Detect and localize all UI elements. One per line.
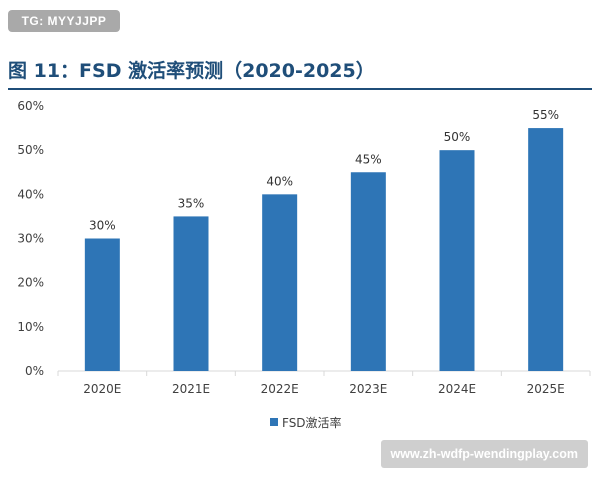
y-tick-label: 10%	[17, 320, 44, 334]
bar	[262, 194, 298, 371]
x-tick-label: 2022E	[261, 382, 299, 396]
y-tick-label: 0%	[25, 364, 44, 378]
data-label: 55%	[532, 108, 559, 122]
legend-swatch	[270, 418, 278, 426]
data-label: 35%	[178, 196, 205, 210]
y-axis-tick-labels: 0% 10% 20% 30% 40% 50% 60%	[17, 99, 44, 378]
bar	[84, 238, 120, 371]
data-label: 50%	[444, 130, 471, 144]
y-tick-label: 50%	[17, 143, 44, 157]
legend: FSD激活率	[270, 415, 342, 430]
x-axis-tick-labels: 2020E 2021E 2022E 2023E 2024E 2025E	[83, 382, 564, 396]
watermark: www.zh-wdfp-wendingplay.com	[380, 440, 588, 468]
bar	[173, 216, 209, 371]
x-tick-label: 2020E	[83, 382, 121, 396]
y-tick-label: 20%	[17, 276, 44, 290]
y-tick-label: 60%	[17, 99, 44, 113]
x-tick-label: 2025E	[527, 382, 565, 396]
title-rule	[8, 88, 592, 90]
x-axis-tick-marks	[57, 371, 591, 376]
bar	[439, 150, 475, 371]
y-tick-label: 30%	[17, 232, 44, 246]
x-tick-label: 2021E	[172, 382, 210, 396]
x-tick-label: 2024E	[438, 382, 476, 396]
bars	[84, 128, 564, 371]
tg-badge: TG: MYYJJPP	[8, 10, 120, 32]
figure-title: 图 11：FSD 激活率预测（2020-2025）	[8, 60, 375, 82]
data-label: 40%	[266, 174, 293, 188]
data-label: 45%	[355, 152, 382, 166]
y-tick-label: 40%	[17, 187, 44, 201]
x-tick-label: 2023E	[349, 382, 387, 396]
bar	[528, 128, 564, 371]
bar	[350, 172, 386, 371]
legend-label: FSD激活率	[282, 415, 342, 430]
data-label: 30%	[89, 219, 116, 233]
data-labels: 30% 35% 40% 45% 50% 55%	[89, 108, 559, 232]
